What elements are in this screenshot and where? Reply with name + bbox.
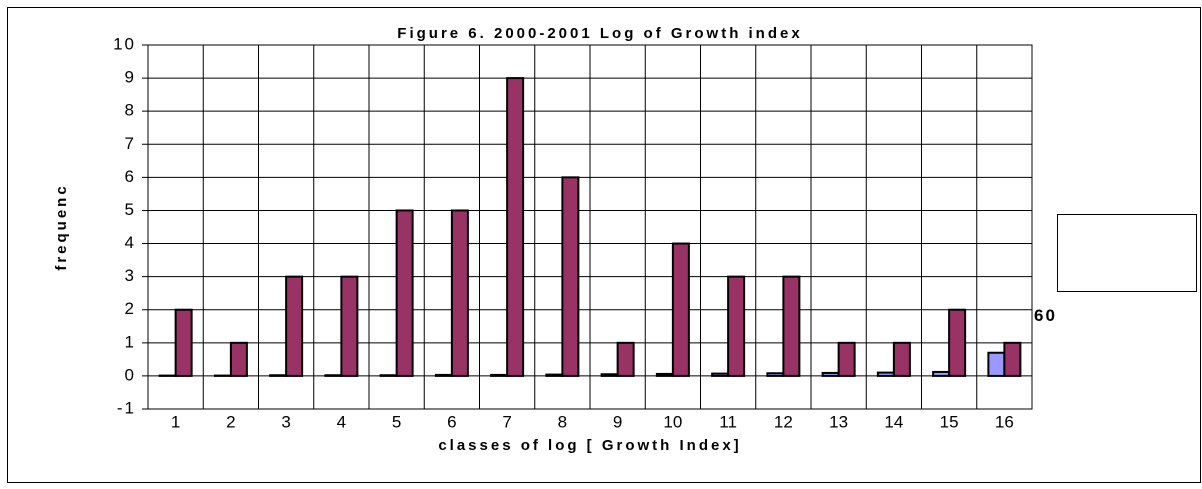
y-tick-label: 6 — [125, 167, 136, 186]
bar — [325, 375, 341, 376]
chart-title: Figure 6. 2000-2001 Log of Growth index — [397, 25, 802, 42]
bar — [1004, 343, 1020, 376]
bar — [397, 210, 413, 375]
x-tick-label: 1 — [171, 412, 180, 431]
y-tick-label: 2 — [125, 299, 136, 318]
x-tick-label: 3 — [281, 412, 290, 431]
bar — [839, 343, 855, 376]
bar — [712, 374, 728, 376]
bar — [823, 373, 839, 376]
bar — [270, 375, 286, 376]
bar — [933, 372, 949, 376]
bar — [286, 277, 302, 376]
annotation: 60 — [1034, 306, 1057, 325]
y-axis-title: frequenc — [53, 183, 70, 270]
bar — [507, 78, 523, 376]
bar — [602, 374, 618, 376]
y-tick-label: 1 — [125, 332, 136, 351]
y-tick-label: 10 — [113, 34, 136, 53]
bar — [176, 310, 192, 376]
bar — [673, 244, 689, 376]
bar — [894, 343, 910, 376]
y-tick-label: 8 — [125, 101, 136, 120]
x-tick-label: 8 — [558, 412, 567, 431]
bar — [231, 343, 247, 376]
x-tick-label: 15 — [940, 412, 959, 431]
bar — [546, 375, 562, 376]
bar — [436, 375, 452, 376]
x-tick-label: 11 — [719, 412, 737, 431]
x-tick-label: 6 — [447, 412, 456, 431]
bar — [452, 210, 468, 375]
y-tick-label: 5 — [125, 200, 136, 219]
y-tick-label: 7 — [125, 134, 136, 153]
x-tick-label: 4 — [337, 412, 346, 431]
y-tick-label: 0 — [125, 365, 136, 384]
x-tick-label: 2 — [226, 412, 235, 431]
x-tick-label: 7 — [502, 412, 511, 431]
bar — [878, 373, 894, 376]
bar — [767, 373, 783, 376]
y-tick-label: 4 — [125, 233, 136, 252]
x-axis-title: classes of log [ Growth Index] — [438, 437, 741, 454]
bar — [381, 375, 397, 376]
x-tick-label: 14 — [884, 412, 903, 431]
x-tick-label: 5 — [392, 412, 401, 431]
y-tick-label: -1 — [117, 398, 136, 417]
x-tick-label: 16 — [995, 412, 1014, 431]
bar — [657, 374, 673, 376]
bar — [562, 177, 578, 376]
bar — [491, 375, 507, 376]
y-tick-label: 9 — [125, 68, 136, 87]
x-tick-label: 12 — [774, 412, 793, 431]
bar — [783, 277, 799, 376]
y-tick-label: 3 — [125, 266, 136, 285]
x-tick-label: 10 — [663, 412, 682, 431]
legend-box — [1058, 215, 1197, 292]
x-tick-label: 13 — [829, 412, 848, 431]
x-tick-label: 9 — [613, 412, 622, 431]
bar — [949, 310, 965, 376]
bar — [728, 277, 744, 376]
bar — [988, 353, 1004, 376]
bar — [618, 343, 634, 376]
bar — [341, 277, 357, 376]
